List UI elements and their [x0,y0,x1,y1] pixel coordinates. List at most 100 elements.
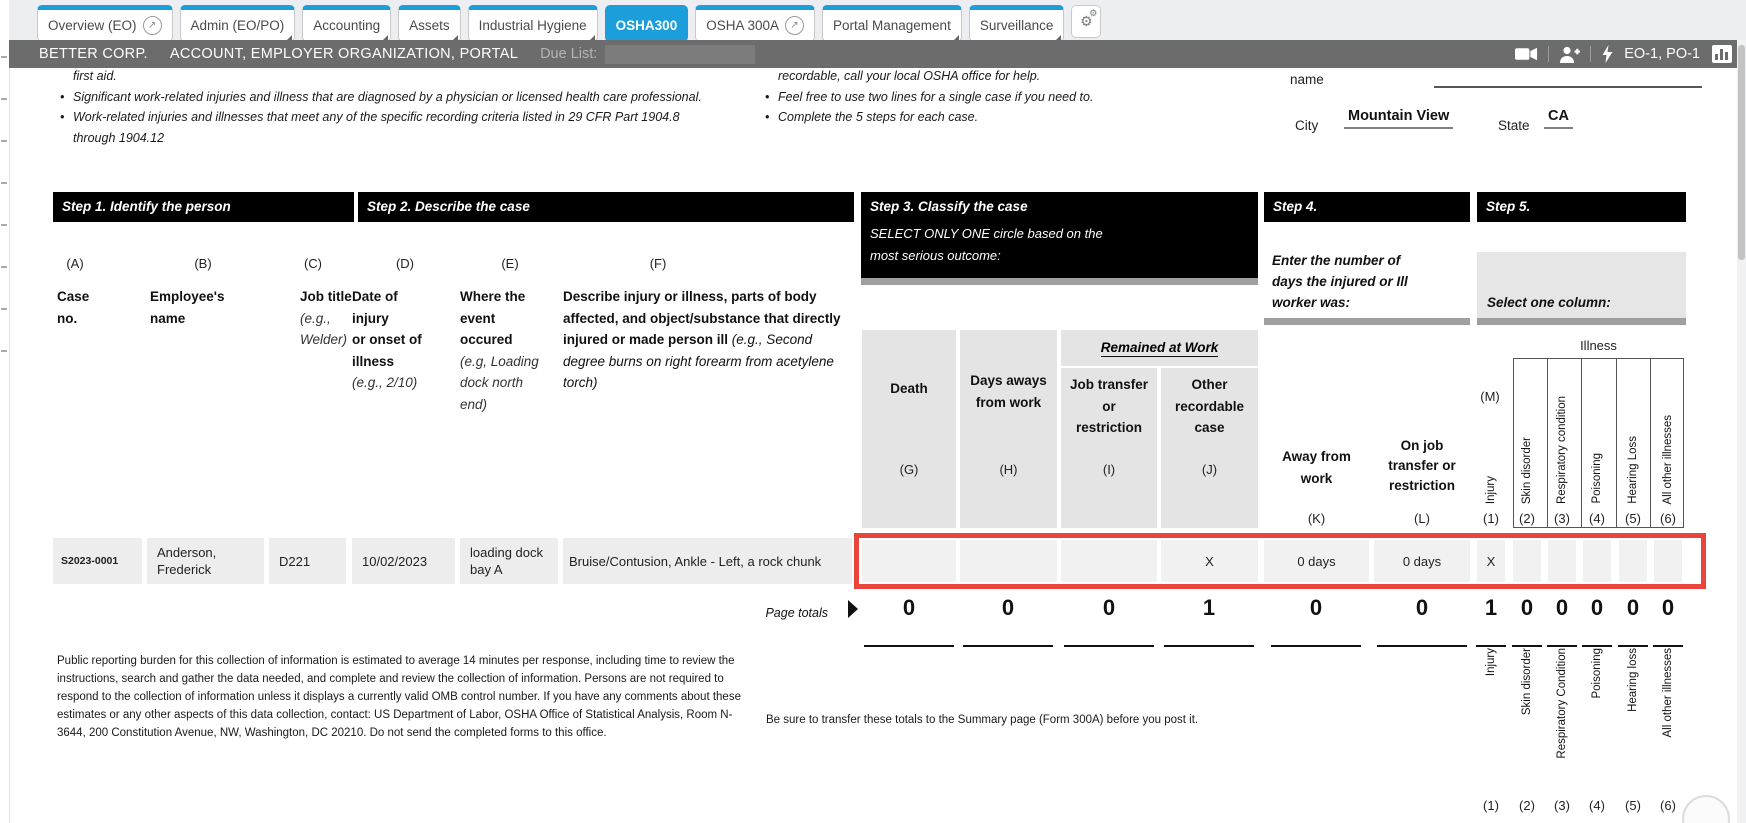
tab-label: Portal Management [833,18,951,33]
total-away-days: 0 [1309,595,1323,620]
row-cell-description[interactable]: Bruise/Contusion, Ankle - Left, a rock c… [563,538,852,584]
city-label: City [1295,118,1319,133]
rail-tick [1,266,7,268]
gear-icon: ⚙ [1080,13,1093,29]
tab-menu-corner-icon [383,35,389,40]
row-cell-job-transfer[interactable] [1061,540,1157,582]
tab-overview-eo[interactable]: Overview (EO) ↗ [37,5,173,42]
step4-underbar [1264,318,1470,325]
row-cell-days-away[interactable] [960,540,1057,582]
col-number-3: (3) [1554,511,1570,526]
row-cell-job-title[interactable]: D221 [269,538,346,584]
illness-divider [1547,359,1548,527]
establishment-name-label: name [1290,72,1324,87]
due-list-label: Due List: [540,46,598,62]
col-number-2: (2) [1519,511,1535,526]
footer-vertical-injury: Injury [1485,648,1497,677]
rail-tick [1,224,7,226]
bar-chart-icon[interactable] [1712,45,1732,63]
rail-tick [1,98,7,100]
city-value[interactable]: Mountain View [1344,108,1454,129]
settings-button[interactable]: ⚙ ⚙ [1071,5,1102,38]
total-death: 0 [902,595,916,620]
col-label-death: Death [890,381,928,396]
tab-accounting[interactable]: Accounting [302,5,392,42]
col-box-other-recordable [1161,368,1258,528]
tab-label: Surveillance [979,18,1054,33]
state-label: State [1498,118,1530,133]
state-value[interactable]: CA [1544,108,1573,129]
col-label-days-away: Days aways from work [970,373,1047,410]
row-cell-employee[interactable]: Anderson, Frederick [147,538,264,584]
total-underline [1271,645,1361,647]
org-codes: EO-1, PO-1 [1624,46,1700,62]
total-underline [864,645,954,647]
row-cell-respiratory[interactable] [1548,540,1576,582]
scrollbar-thumb[interactable] [1738,45,1745,260]
lightning-icon[interactable] [1601,45,1614,63]
footer-vertical-poisoning: Poisoning [1591,648,1603,699]
page-totals-label: Page totals [765,606,828,620]
row-cell-date[interactable]: 10/02/2023 [352,538,455,584]
total-underline [1618,645,1648,647]
step4-note: Enter the number of days the injured or … [1272,253,1408,310]
col-header-employee-name: Employee's name [150,289,225,326]
tab-industrial-hygiene[interactable]: Industrial Hygiene [467,5,598,42]
divider [1548,46,1550,62]
col-label-away-from-work: Away from work [1282,449,1351,486]
footer-number-5: (5) [1625,798,1641,813]
context-header-bar: BETTER CORP. ACCOUNT, EMPLOYER ORGANIZAT… [9,40,1746,68]
tab-assets[interactable]: Assets [398,5,461,42]
tab-osha300-active[interactable]: OSHA300 [604,5,689,42]
row-cell-where[interactable]: loading dock bay A [460,538,558,584]
col-letter-a: (A) [66,256,84,271]
floating-action-button[interactable] [1682,795,1730,823]
step3-note: SELECT ONLY ONE circle based on the most… [870,226,1103,263]
row-cell-days-away-count[interactable]: 0 days [1264,540,1369,582]
total-skin-disorder: 0 [1520,595,1534,620]
context-path: ACCOUNT, EMPLOYER ORGANIZATION, PORTAL [169,46,519,62]
row-cell-injury[interactable]: X [1477,540,1505,582]
vertical-label-poisoning: Poisoning [1591,453,1603,504]
col-label-job-transfer: Job transfer or restriction [1069,377,1149,435]
tab-bar: Overview (EO) ↗ Admin (EO/PO) Accounting… [9,0,1746,42]
row-cell-death[interactable] [862,540,956,582]
col-header-job-title-example: (e.g., Welder) [300,310,348,348]
footer-number-6: (6) [1660,798,1676,813]
establishment-name-field[interactable] [1434,86,1702,88]
tab-admin-eo-po[interactable]: Admin (EO/PO) [179,5,296,42]
row-cell-poisoning[interactable] [1583,540,1611,582]
tab-menu-corner-icon [1056,35,1062,40]
instruction-line: first aid. [73,69,117,83]
row-cell-other-illness[interactable] [1654,540,1682,582]
row-cell-skin-disorder[interactable] [1513,540,1541,582]
col-header-description: Describe injury or illness, parts of bod… [563,289,841,390]
tab-menu-corner-icon [589,35,595,40]
row-cell-other-recordable[interactable]: X [1161,540,1258,582]
tab-osha300a[interactable]: OSHA 300A ↗ [695,5,815,42]
video-camera-icon[interactable] [1515,46,1538,62]
total-underline [1164,645,1254,647]
row-cell-case-no[interactable]: S2023-0001 [53,538,142,584]
total-underline [1377,645,1467,647]
col-letter-j: (J) [1201,462,1218,477]
total-hearing-loss: 0 [1626,595,1640,620]
row-cell-hearing-loss[interactable] [1619,540,1647,582]
external-link-icon[interactable]: ↗ [142,16,162,35]
tab-surveillance[interactable]: Surveillance [968,5,1065,42]
add-person-icon[interactable] [1559,46,1581,63]
col-header-where-example: (e.g, Loading dock north end) [460,353,539,412]
row-cell-transfer-days-count[interactable]: 0 days [1374,540,1470,582]
total-days-away: 0 [1001,595,1015,620]
illness-divider [1616,359,1617,527]
col-letter-l: (L) [1414,511,1430,526]
external-link-icon[interactable]: ↗ [785,16,804,35]
col-number-6: (6) [1660,511,1676,526]
step2-header: Step 2. Describe the case [358,192,854,222]
col-header-description-example: (e.g., Second degree burns on right fore… [563,332,834,390]
vertical-label-injury: Injury [1485,475,1497,504]
tab-portal-management[interactable]: Portal Management [822,5,962,42]
paperwork-burden-note: Public reporting burden for this collect… [57,655,741,739]
due-list-area[interactable] [605,44,756,64]
instruction-bullet: Feel free to use two lines for a single … [762,87,1192,108]
